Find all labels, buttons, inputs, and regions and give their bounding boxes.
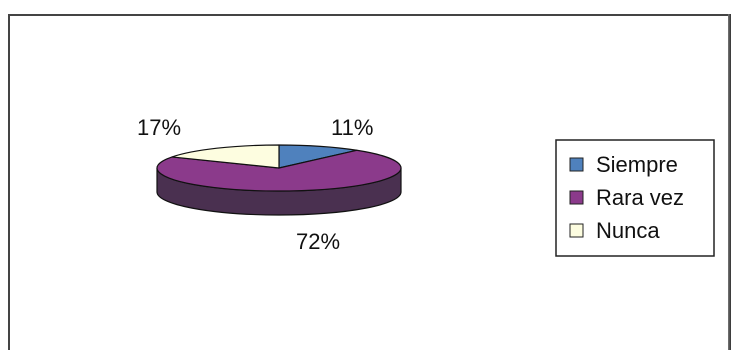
legend-swatch-siempre (569, 157, 584, 172)
slice-label-siempre: 11% (331, 115, 373, 140)
legend-swatch-nunca (569, 223, 584, 238)
legend-label-rara-vez: Rara vez (596, 185, 684, 210)
slice-label-nunca: 17% (137, 115, 181, 140)
pie-slice-rara-vez (156, 149, 402, 192)
slice-label-rara-vez: 72% (296, 229, 340, 254)
pie-slice-nunca (171, 144, 280, 169)
legend-label-nunca: Nunca (596, 218, 660, 243)
legend: Siempre Rara vez Nunca (555, 139, 715, 257)
legend-label-siempre: Siempre (596, 152, 678, 177)
legend-swatch-rara-vez (569, 190, 584, 205)
chart-frame-edge (728, 14, 731, 350)
pie-labels: 11% 72% 17% (137, 115, 373, 254)
pie-slice-siempre (278, 144, 358, 169)
pie-tops (156, 144, 402, 192)
